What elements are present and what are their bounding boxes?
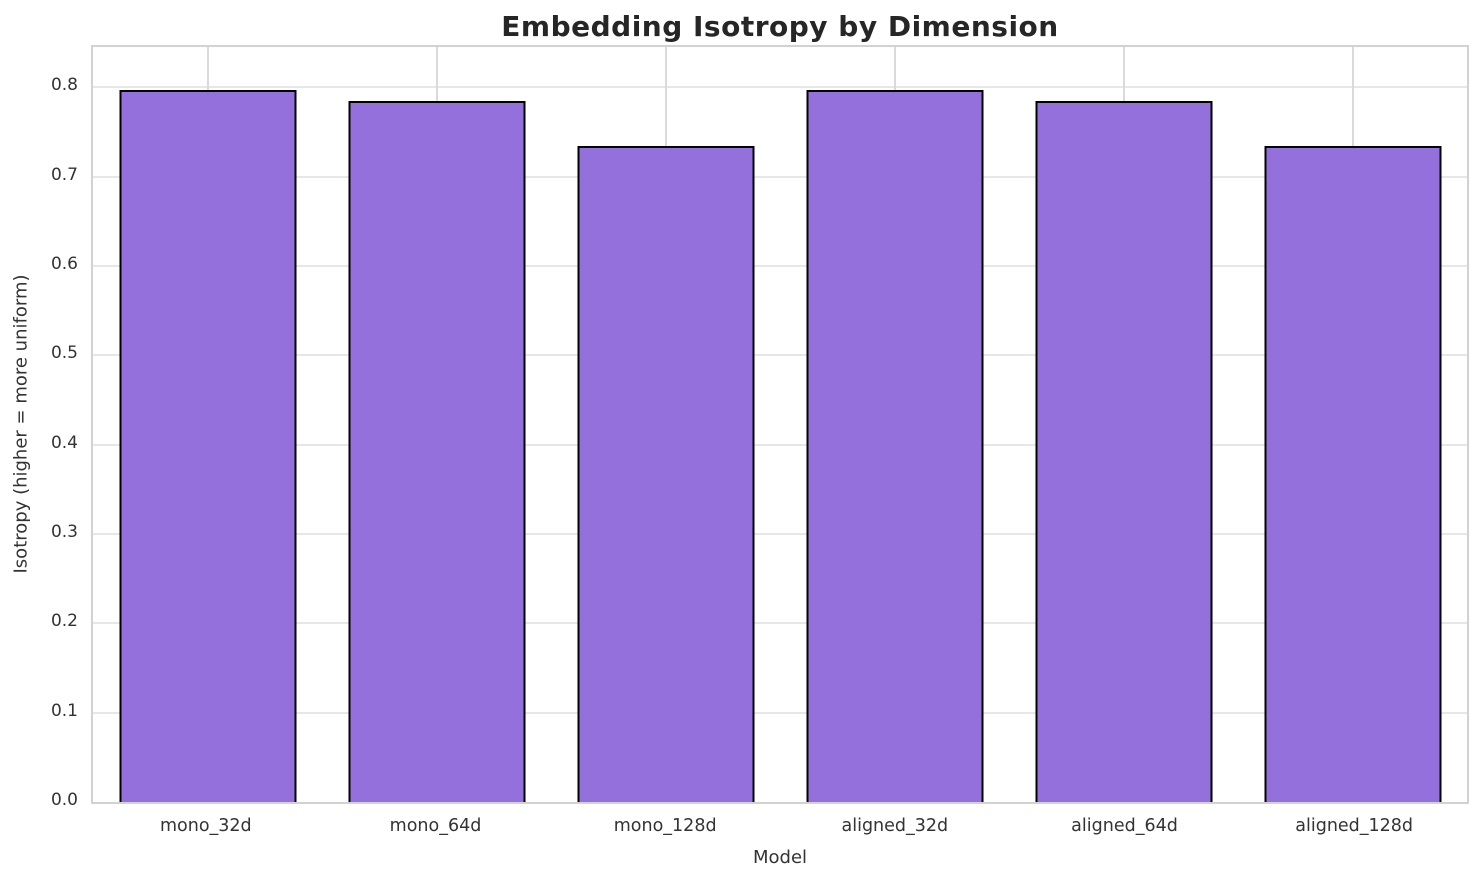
y-tick-label: 0.5 (50, 343, 78, 364)
y-tick-label: 0.3 (50, 521, 78, 542)
h-gridline (93, 443, 1467, 446)
plot-area (91, 45, 1469, 804)
y-tick-label: 0.0 (50, 790, 78, 810)
bar-mono_32d (119, 89, 296, 802)
x-tick-label: mono_64d (389, 816, 482, 836)
x-tick-label: mono_32d (159, 816, 252, 836)
y-tick-label: 0.6 (50, 253, 78, 274)
h-gridline (93, 354, 1467, 357)
bar-aligned_32d (806, 89, 983, 802)
bar-mono_64d (348, 100, 525, 802)
x-tick-label: aligned_32d (841, 816, 949, 836)
h-gridline (93, 532, 1467, 535)
y-tick-label: 0.7 (50, 164, 78, 185)
h-gridline (93, 175, 1467, 178)
x-axis-label: Model (752, 847, 808, 868)
y-tick-label: 0.1 (50, 700, 78, 721)
chart-title: Embedding Isotropy by Dimension (501, 10, 1059, 43)
x-tick-label: aligned_128d (1295, 816, 1414, 836)
y-tick-label: 0.4 (50, 432, 78, 453)
x-axis-tick-labels: mono_32d mono_64d mono_128d aligned_32d alig… (91, 814, 1469, 838)
x-tick-label: mono_128d (613, 816, 717, 836)
h-gridline (93, 264, 1467, 267)
y-axis-tick-labels: 0.0 0.1 0.2 0.3 0.4 0.5 0.6 0.7 0.8 (0, 45, 78, 810)
h-gridline (93, 86, 1467, 89)
h-gridline (93, 622, 1467, 625)
y-tick-label: 0.2 (50, 611, 78, 632)
bar-aligned_128d (1264, 146, 1441, 802)
x-tick-label: aligned_64d (1071, 816, 1178, 836)
h-gridline (93, 711, 1467, 714)
bars-group (93, 47, 1467, 802)
y-tick-label: 0.8 (50, 75, 78, 96)
y-axis-label: Isotropy (higher = more uniform) (10, 274, 32, 574)
bar-aligned_64d (1035, 100, 1212, 802)
bar-mono_128d (577, 146, 754, 802)
